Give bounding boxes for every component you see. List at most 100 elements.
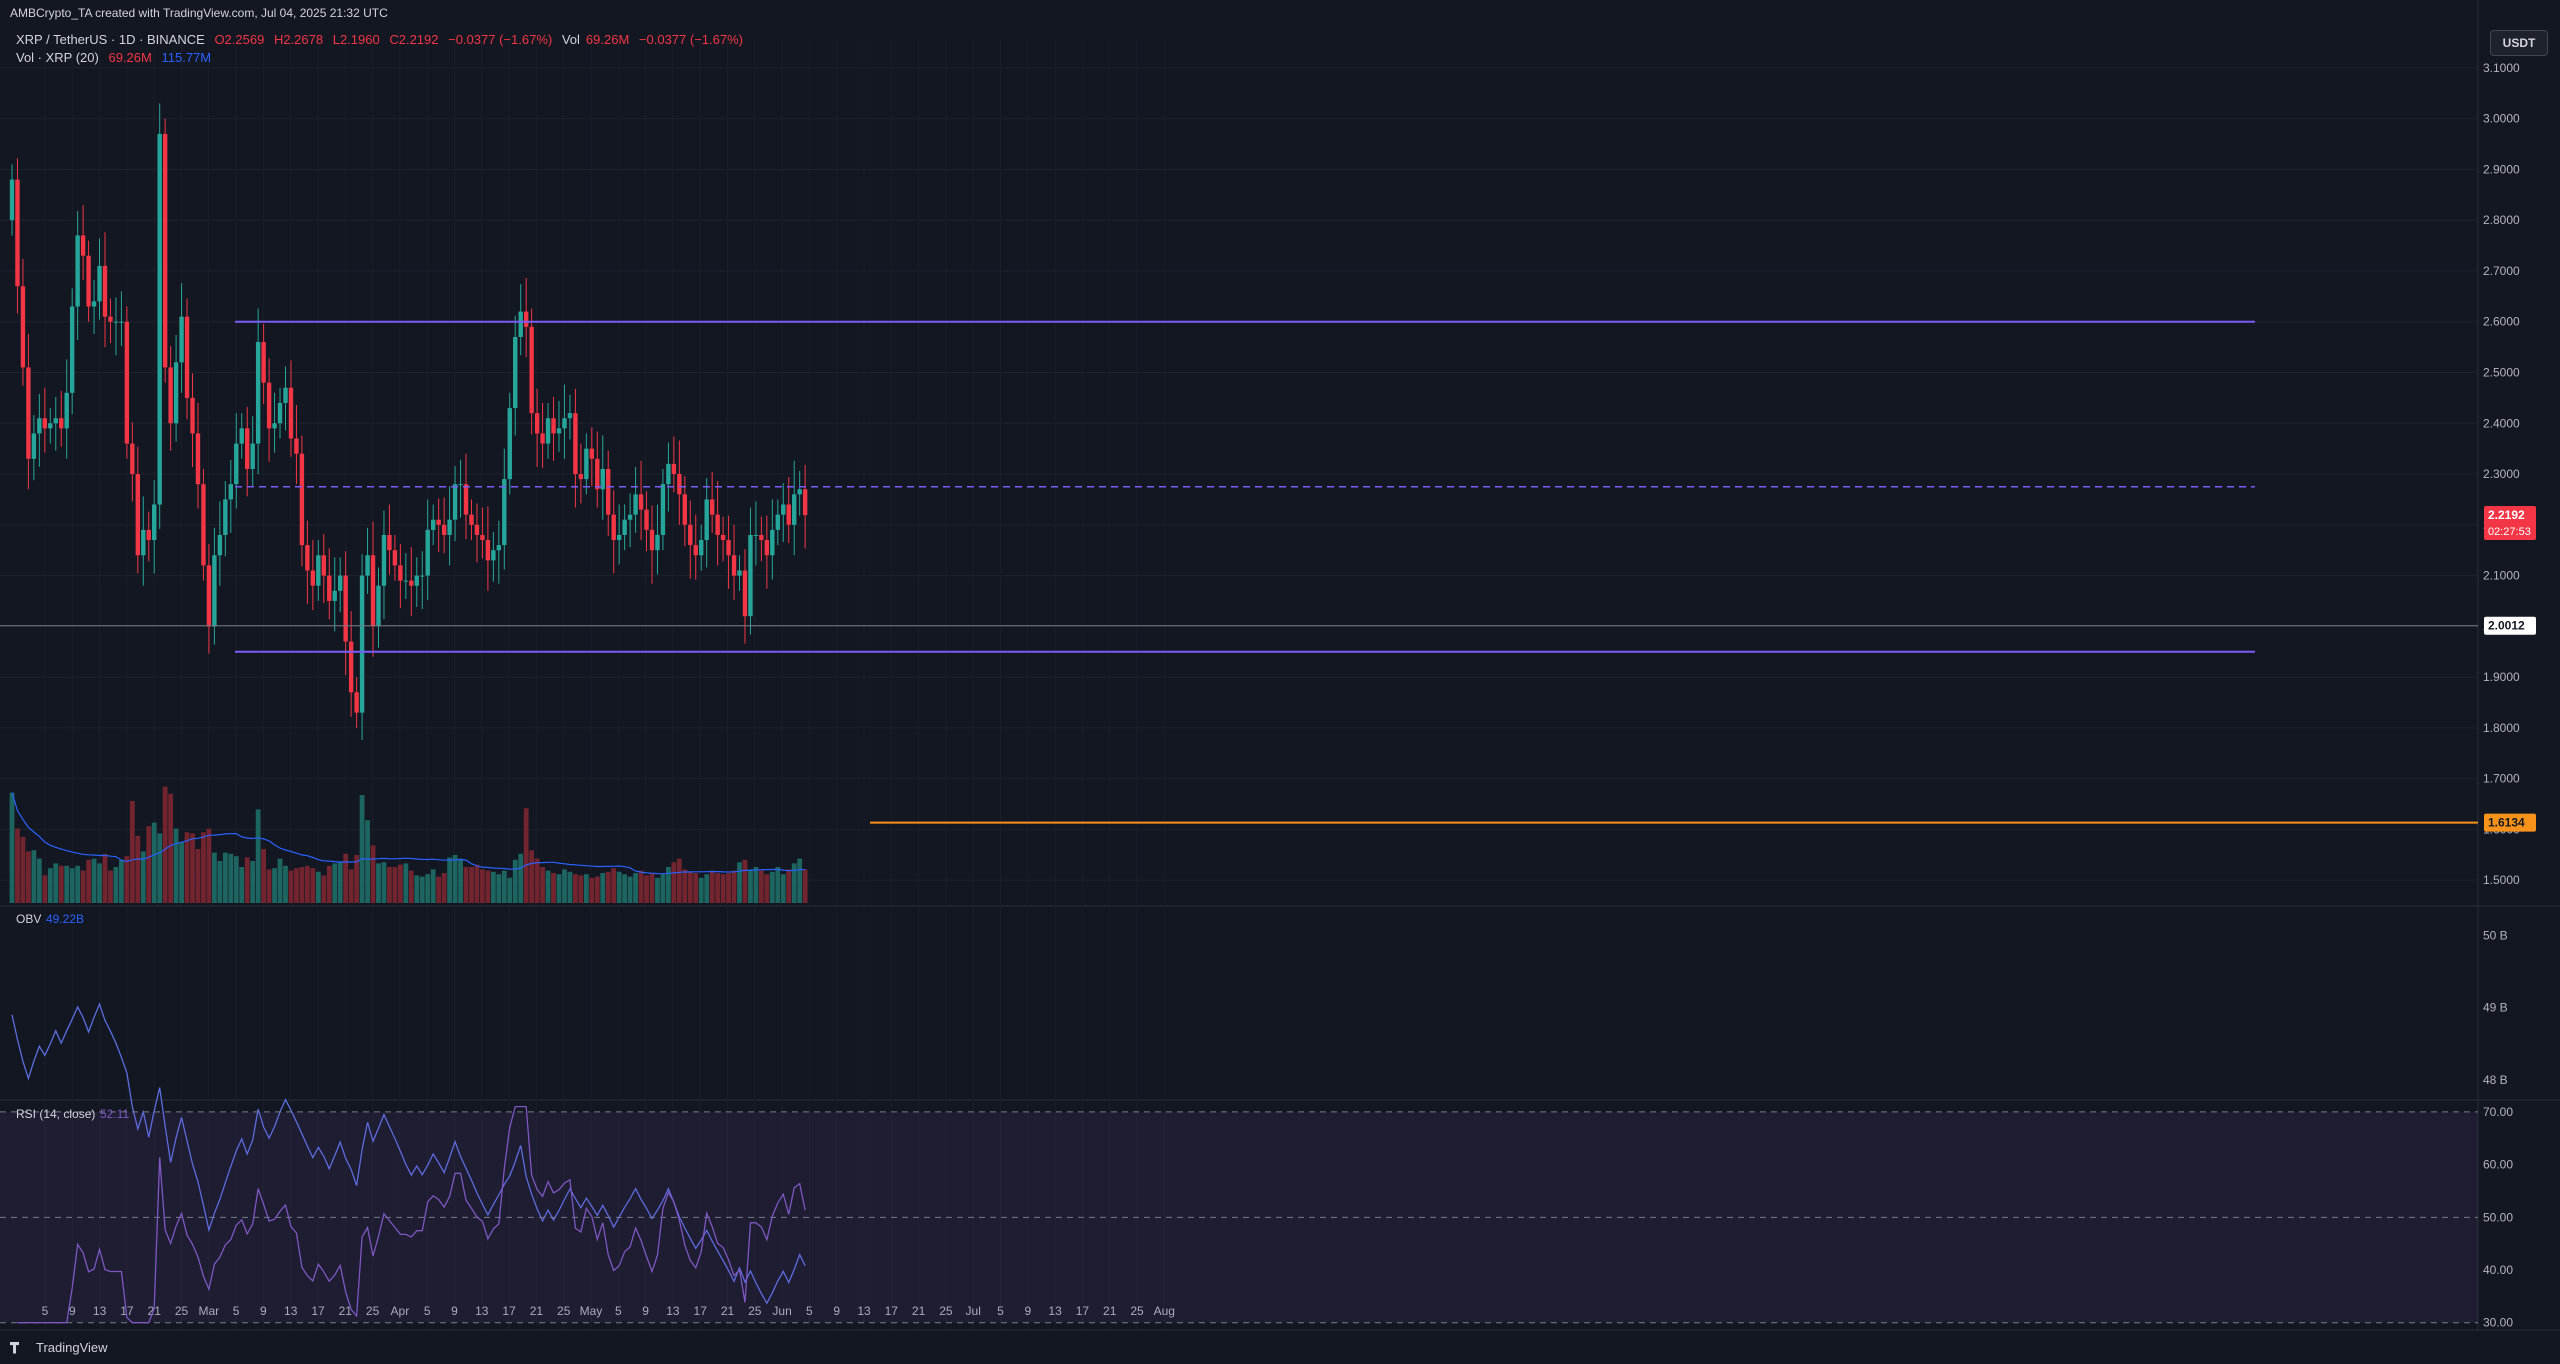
candle-body — [321, 555, 326, 576]
candle-body — [234, 443, 239, 485]
x-tick-label: Mar — [198, 1304, 219, 1318]
volume-bar — [709, 870, 715, 903]
rsi-tick-label: 60.00 — [2483, 1158, 2513, 1172]
candle-body — [616, 534, 622, 541]
candle-body — [354, 692, 359, 713]
volume-bar — [600, 873, 606, 903]
candle-body — [37, 418, 42, 434]
volume-bar — [304, 865, 310, 903]
vol-label: Vol — [561, 32, 580, 47]
volume-bar — [463, 867, 469, 903]
volume-label[interactable]: Vol · XRP (20) — [16, 50, 99, 65]
volume-bar — [80, 870, 86, 903]
volume-bar — [348, 869, 354, 903]
volume-bar — [496, 874, 502, 903]
candle-body — [677, 474, 682, 495]
candle-body — [731, 555, 737, 576]
support-price-label: 1.6134 — [2488, 816, 2525, 830]
volume-bar — [605, 871, 611, 903]
candle-body — [190, 397, 195, 434]
candle-body — [786, 504, 791, 525]
candle-body — [403, 580, 409, 582]
volume-bar — [764, 874, 770, 903]
footer-brand[interactable]: TradingView — [10, 1340, 108, 1355]
volume-bar — [627, 876, 633, 903]
candle-body — [518, 311, 523, 337]
x-tick-label: May — [580, 1304, 603, 1318]
volume-bar — [758, 870, 764, 903]
candle-body — [381, 534, 387, 586]
volume-bar — [190, 833, 195, 903]
marked-price-label-bg — [2484, 616, 2536, 635]
volume-bar — [283, 865, 288, 903]
candle-body — [97, 265, 102, 302]
volume-bar — [403, 863, 409, 903]
x-tick-label: Jun — [772, 1304, 791, 1318]
volume-bar — [671, 862, 677, 903]
volume-bar — [381, 862, 387, 903]
candle-body — [534, 413, 540, 434]
volume-bar — [326, 865, 332, 903]
x-tick-label: 21 — [1103, 1304, 1117, 1318]
y-tick-label: 1.8000 — [2483, 721, 2520, 735]
candle-body — [343, 575, 348, 642]
volume-bar — [86, 859, 91, 903]
candle-body — [31, 433, 37, 459]
volume-bar — [64, 865, 70, 903]
x-tick-label: 25 — [748, 1304, 762, 1318]
y-tick-label: 2.5000 — [2483, 366, 2520, 380]
volume-bar — [266, 869, 272, 903]
volume-bar — [682, 869, 688, 903]
volume-bar — [288, 870, 294, 903]
candle-body — [162, 133, 168, 368]
candle-body — [135, 474, 141, 556]
volume-bar — [720, 874, 726, 903]
currency-button[interactable]: USDT — [2490, 30, 2548, 56]
candle-body — [370, 555, 376, 627]
volume-bar — [195, 849, 201, 903]
y-tick-label: 2.6000 — [2483, 315, 2520, 329]
candle-body — [179, 316, 184, 363]
candle-body — [414, 575, 419, 586]
volume-bar — [512, 859, 518, 903]
candle-body — [392, 550, 398, 566]
x-tick-label: 9 — [451, 1304, 458, 1318]
candle-body — [245, 428, 250, 469]
symbol-name[interactable]: XRP / TetherUS · 1D · BINANCE — [16, 32, 205, 47]
candle-body — [715, 514, 720, 535]
x-tick-label: 9 — [642, 1304, 649, 1318]
candle-body — [660, 484, 666, 535]
marked-price-label: 2.0012 — [2488, 619, 2525, 633]
volume-bar — [791, 863, 797, 903]
volume-bar — [233, 856, 239, 903]
volume-bar — [687, 871, 693, 903]
candle-body — [316, 555, 321, 586]
volume-bar — [97, 863, 102, 903]
candle-body — [589, 448, 595, 459]
volume-bar — [780, 874, 786, 903]
x-tick-label: 25 — [939, 1304, 953, 1318]
rsi-title: RSI (14, close) — [16, 1107, 95, 1121]
candle-body — [622, 519, 627, 535]
volume-bar — [534, 858, 540, 903]
candle-body — [573, 413, 578, 475]
volume-bar — [206, 828, 212, 903]
candle-body — [294, 438, 299, 454]
volume-bar — [321, 875, 327, 903]
volume-bar — [802, 869, 808, 903]
x-tick-label: 17 — [502, 1304, 516, 1318]
candle-body — [59, 418, 64, 429]
candle-body — [201, 484, 206, 566]
obv-tick-label: 50 B — [2483, 928, 2508, 942]
x-tick-label: 21 — [912, 1304, 926, 1318]
candle-body — [261, 342, 266, 383]
volume-bar — [485, 870, 491, 903]
candle-body — [666, 463, 671, 485]
volume-bar — [387, 867, 392, 903]
volume-bar — [666, 867, 671, 903]
candle-body — [485, 540, 491, 561]
candle-body — [452, 484, 458, 520]
low-value: L2.1960 — [332, 32, 380, 47]
